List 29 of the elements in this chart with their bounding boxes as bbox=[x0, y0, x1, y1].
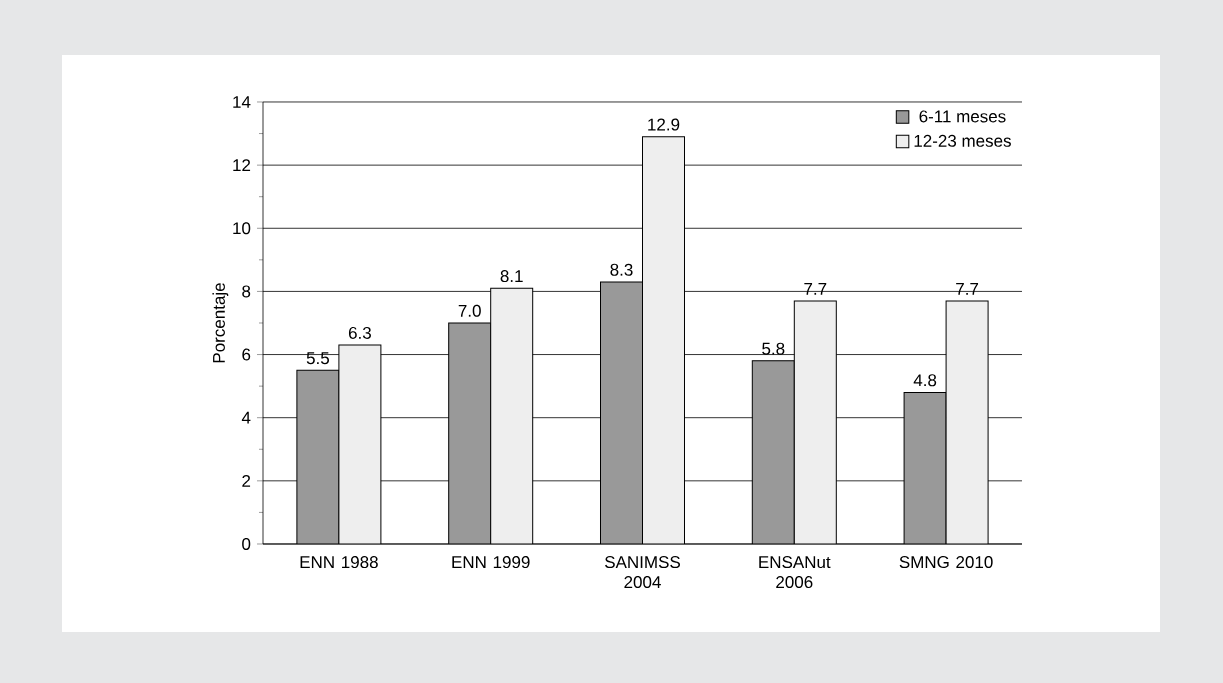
data-label: 7.0 bbox=[458, 304, 481, 317]
legend-label: 12-23 meses bbox=[914, 134, 1011, 147]
bar bbox=[338, 344, 382, 544]
y-tick-label: 14 bbox=[233, 96, 251, 108]
data-label: 6.3 bbox=[348, 326, 371, 339]
data-label: 5.5 bbox=[306, 352, 330, 365]
data-label: 12.9 bbox=[648, 118, 680, 131]
y-axis-title: Porcentaje bbox=[212, 283, 229, 363]
y-tick-label: 2 bbox=[242, 474, 251, 487]
x-tick-label: ENN 1988 bbox=[300, 556, 378, 569]
x-tick-label: SMNG 2010 bbox=[899, 556, 993, 569]
bar bbox=[945, 300, 989, 544]
bar bbox=[793, 300, 837, 544]
bar bbox=[642, 136, 685, 544]
data-label: 4.8 bbox=[913, 374, 937, 387]
data-label: 8.1 bbox=[500, 270, 523, 283]
y-tick-label: 6 bbox=[242, 348, 251, 361]
y-tick-label: 12 bbox=[233, 159, 251, 172]
y-tick-label: 4 bbox=[241, 411, 251, 424]
x-tick-label: ENN 1999 bbox=[452, 556, 530, 569]
data-label: 5.8 bbox=[762, 342, 785, 355]
bar bbox=[490, 287, 534, 544]
x-tick-label: ENSANut 2006 bbox=[759, 556, 831, 589]
y-tick-label: 0 bbox=[242, 537, 251, 550]
x-tick-label: SANIMSS 2004 bbox=[605, 556, 680, 589]
data-label: 8.3 bbox=[610, 263, 633, 276]
legend-label: 6-11 meses bbox=[919, 110, 1006, 123]
y-tick-label: 8 bbox=[242, 285, 251, 298]
y-tick-label: 10 bbox=[233, 222, 251, 235]
